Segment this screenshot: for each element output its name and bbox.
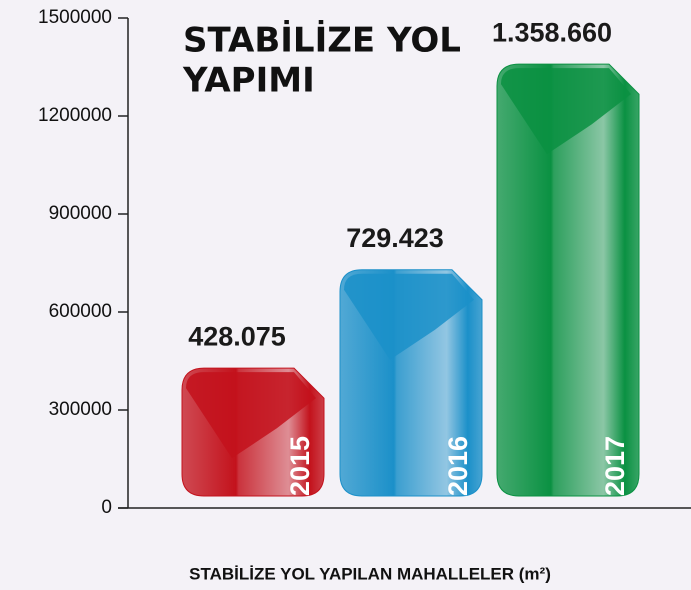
x-tick-label: 2016 xyxy=(443,436,473,496)
x-axis-label: STABİLİZE YOL YAPILAN MAHALLELER (m²) xyxy=(189,564,551,583)
value-label: 1.358.660 xyxy=(492,17,612,47)
bar-top xyxy=(186,372,316,459)
y-tick-label: 900000 xyxy=(49,203,112,224)
x-tick-label: 2015 xyxy=(285,436,315,496)
y-tick-label: 0 xyxy=(101,497,112,518)
bar-top xyxy=(344,273,474,360)
y-tick-label: 1200000 xyxy=(38,105,112,126)
y-tick-label: 600000 xyxy=(49,301,112,322)
chart-title: STABİLİZE YOL xyxy=(183,20,461,61)
value-label: 428.075 xyxy=(188,321,286,351)
bar xyxy=(496,63,640,497)
y-tick-label: 1500000 xyxy=(38,7,112,28)
bar-top xyxy=(501,68,631,155)
chart-title: YAPIMI xyxy=(182,61,315,101)
y-tick-label: 300000 xyxy=(49,399,112,420)
value-label: 729.423 xyxy=(346,223,444,253)
x-tick-label: 2017 xyxy=(600,436,630,496)
